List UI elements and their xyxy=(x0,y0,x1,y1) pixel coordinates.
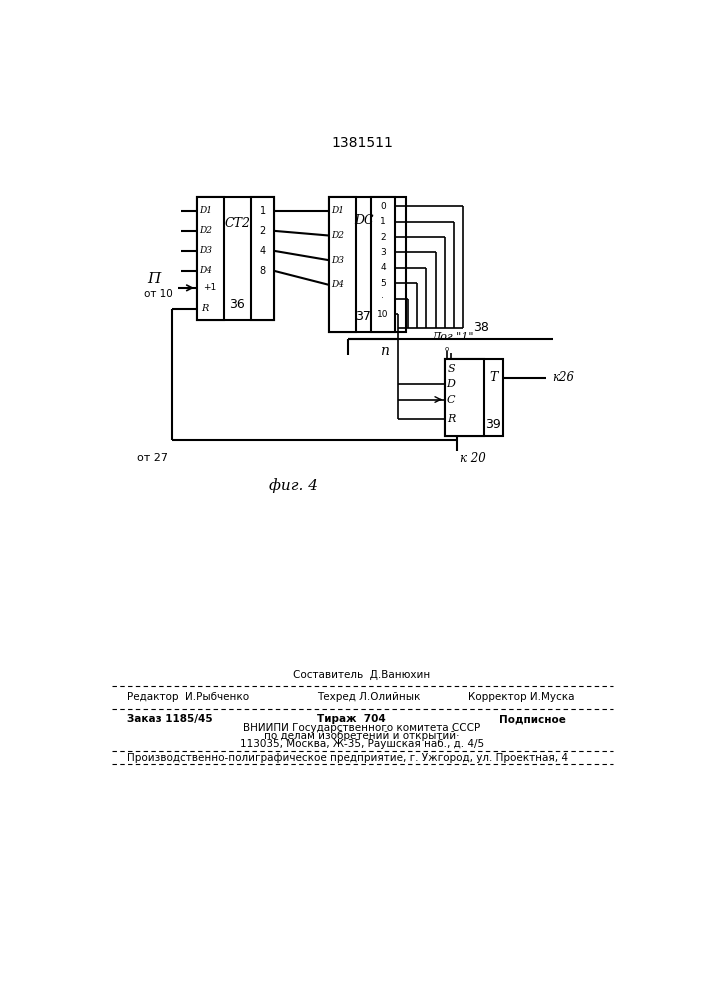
Text: от 10: от 10 xyxy=(144,289,173,299)
Text: Тираж  704: Тираж 704 xyxy=(317,714,386,724)
Text: п: п xyxy=(380,344,389,358)
Text: Корректор И.Муска: Корректор И.Муска xyxy=(468,692,575,702)
Text: от 27: от 27 xyxy=(137,453,168,463)
Text: 2: 2 xyxy=(259,226,266,236)
Text: 2: 2 xyxy=(380,233,386,242)
Bar xyxy=(197,197,274,320)
Text: 1381511: 1381511 xyxy=(331,136,393,150)
Text: 37: 37 xyxy=(356,310,371,323)
Text: DC: DC xyxy=(354,214,373,227)
Text: Редактор  И.Рыбченко: Редактор И.Рыбченко xyxy=(127,692,250,702)
Text: 4: 4 xyxy=(259,246,266,256)
Bar xyxy=(197,197,224,320)
Text: 36: 36 xyxy=(229,298,245,311)
Bar xyxy=(445,359,503,436)
Text: D2: D2 xyxy=(199,226,212,235)
Text: CT2: CT2 xyxy=(224,217,250,230)
Text: D3: D3 xyxy=(199,246,212,255)
Bar xyxy=(329,197,406,332)
Text: 113035, Москва, Ж-35, Раушская наб., д. 4/5: 113035, Москва, Ж-35, Раушская наб., д. … xyxy=(240,739,484,749)
Text: Заказ 1185/45: Заказ 1185/45 xyxy=(127,714,213,724)
Text: D: D xyxy=(447,379,455,389)
Text: C: C xyxy=(447,395,455,405)
Text: фиг. 4: фиг. 4 xyxy=(269,478,318,493)
Text: o: o xyxy=(445,346,450,352)
Text: 3: 3 xyxy=(380,248,386,257)
Text: к 20: к 20 xyxy=(460,452,486,465)
Text: ·: · xyxy=(382,294,385,303)
Text: 8: 8 xyxy=(259,266,266,276)
Text: 4: 4 xyxy=(380,263,386,272)
Text: D1: D1 xyxy=(331,206,344,215)
Text: 5: 5 xyxy=(380,279,386,288)
Text: Лог."1": Лог."1" xyxy=(431,332,474,342)
Text: П: П xyxy=(148,272,161,286)
Text: 10: 10 xyxy=(377,310,389,319)
Text: 0: 0 xyxy=(380,202,386,211)
Text: R: R xyxy=(201,304,208,313)
Text: D1: D1 xyxy=(199,206,212,215)
Text: S: S xyxy=(448,364,455,374)
Text: T: T xyxy=(489,371,498,384)
Text: Подписное: Подписное xyxy=(499,714,566,724)
Bar xyxy=(445,359,484,436)
Text: Техред Л.Олийнык: Техред Л.Олийнык xyxy=(317,692,421,702)
Text: ВНИИПИ Государственного комитета СССР: ВНИИПИ Государственного комитета СССР xyxy=(243,723,481,733)
Text: по делам изобретений и открытий·: по делам изобретений и открытий· xyxy=(264,731,460,741)
Bar xyxy=(329,197,356,332)
Text: 38: 38 xyxy=(474,321,489,334)
Text: D3: D3 xyxy=(331,256,344,265)
Text: к26: к26 xyxy=(552,371,574,384)
Bar xyxy=(371,197,395,332)
Bar xyxy=(251,197,274,320)
Text: 39: 39 xyxy=(486,418,501,431)
Text: +1: +1 xyxy=(204,283,216,292)
Text: Составитель  Д.Ванюхин: Составитель Д.Ванюхин xyxy=(293,670,431,680)
Text: Производственно-полиграфическое предприятие, г. Ужгород, ул. Проектная, 4: Производственно-полиграфическое предприя… xyxy=(127,753,568,763)
Text: R: R xyxy=(447,414,455,424)
Text: 1: 1 xyxy=(380,217,386,226)
Text: D2: D2 xyxy=(331,231,344,240)
Text: 1: 1 xyxy=(259,206,266,216)
Text: D4: D4 xyxy=(199,266,212,275)
Text: D4: D4 xyxy=(331,280,344,289)
